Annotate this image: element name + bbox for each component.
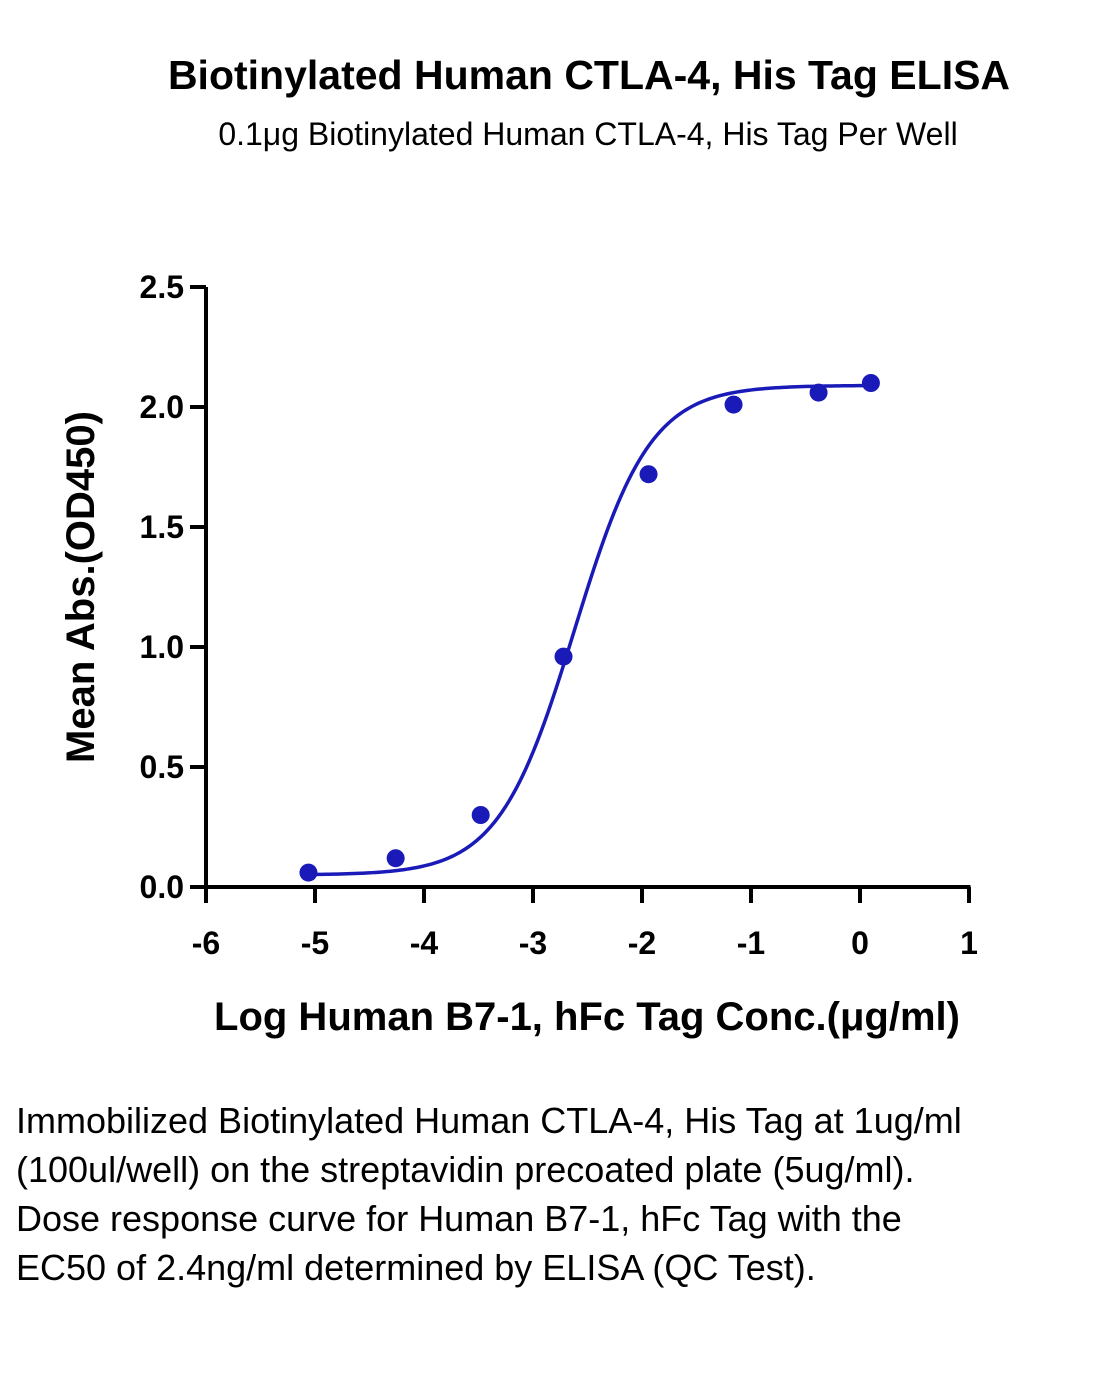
x-tick-label: 1 <box>960 925 978 961</box>
y-tick-label: 1.5 <box>140 509 184 545</box>
data-point <box>386 849 405 868</box>
ticks: 0.0 0.5 1.0 1.5 2.0 2.5 -6 -5 -4 -3 -2 -1 0 1 <box>140 269 978 961</box>
y-tick-label: 2.0 <box>140 389 184 425</box>
x-axis-title: Log Human B7-1, hFc Tag Conc.(μg/ml) <box>214 995 960 1039</box>
x-tick-label: -1 <box>737 925 765 961</box>
data-point <box>299 863 318 882</box>
chart-subtitle: 0.1μg Biotinylated Human CTLA-4, His Tag… <box>218 116 958 152</box>
y-tick-label: 2.5 <box>140 269 184 305</box>
chart-title: Biotinylated Human CTLA-4, His Tag ELISA <box>167 52 1011 98</box>
fit-curve-layer <box>308 383 871 877</box>
x-tick-label: -4 <box>410 925 439 961</box>
axes <box>204 287 971 889</box>
data-points-layer <box>299 374 880 882</box>
data-point <box>471 806 490 824</box>
y-tick-label: 1.0 <box>140 629 184 665</box>
y-tick-label: 0.5 <box>140 749 184 785</box>
x-tick-label: -6 <box>192 925 220 961</box>
data-point <box>724 395 743 414</box>
fit-curve <box>308 383 871 877</box>
x-tick-label: -5 <box>301 925 329 961</box>
x-tick-label: 0 <box>851 925 869 961</box>
x-tick-label: -3 <box>519 925 547 961</box>
chart-plot: 0.0 0.5 1.0 1.5 2.0 2.5 -6 -5 -4 -3 -2 -1 0 1 Log Hum… <box>59 269 978 1039</box>
data-point <box>554 647 573 666</box>
y-axis-title: Mean Abs.(OD450) <box>59 411 103 763</box>
data-point <box>809 383 828 402</box>
y-tick-label: 0.0 <box>140 869 184 905</box>
data-point <box>639 465 658 484</box>
data-point <box>861 374 880 392</box>
figure-caption: Immobilized Biotinylated Human CTLA-4, H… <box>16 1100 962 1288</box>
x-tick-label: -2 <box>628 925 656 961</box>
